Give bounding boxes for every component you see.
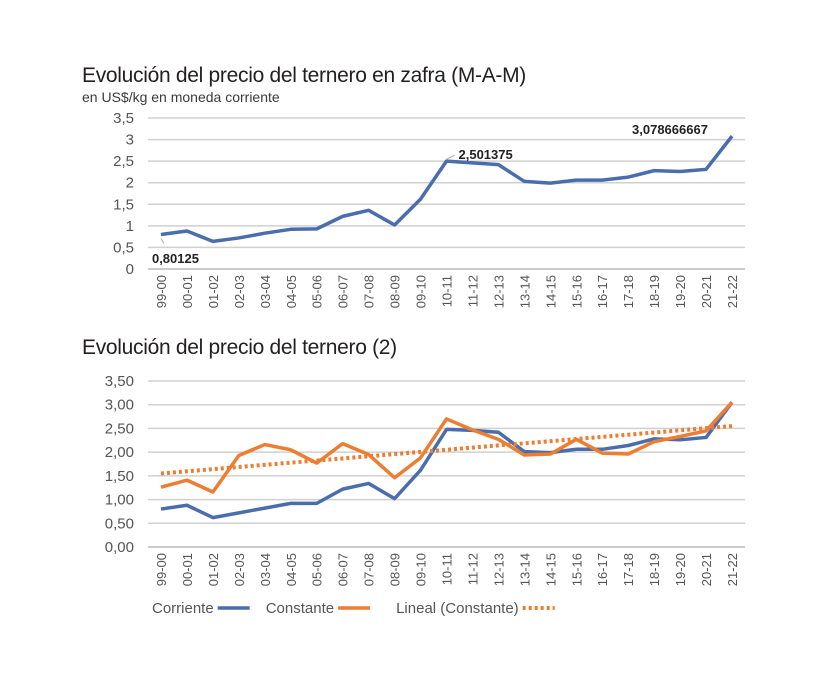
x-tick-label: 08-09: [388, 553, 403, 586]
x-tick-label: 19-20: [673, 275, 688, 308]
x-tick-label: 11-12: [465, 275, 480, 307]
annotation-leader: [160, 238, 165, 244]
y-tick-label: 3,50: [105, 373, 134, 390]
annotation-label: 3,078666667: [632, 122, 708, 137]
series-line-constante: [160, 401, 734, 494]
x-tick-label: 06-07: [336, 553, 351, 586]
x-tick-label: 09-10: [414, 275, 429, 308]
series-line-corriente: [160, 135, 734, 244]
legend-label: Constante: [266, 600, 334, 617]
x-tick-label: 06-07: [336, 275, 351, 308]
x-tick-label: 05-06: [310, 275, 325, 308]
legend-label: Lineal (Constante): [396, 600, 519, 617]
x-tick-label: 18-19: [647, 275, 662, 308]
x-tick-label: 07-08: [362, 275, 377, 308]
y-tick-label: 1: [126, 218, 134, 235]
y-tick-label: 2,50: [105, 420, 134, 437]
annotation-label: 0,80125: [152, 251, 199, 266]
x-tick-label: 14-15: [543, 553, 558, 586]
y-tick-label: 2,5: [113, 153, 134, 170]
x-tick-label: 14-15: [543, 275, 558, 308]
annotation-leader: [446, 154, 455, 160]
y-tick-label: 2: [126, 175, 134, 192]
x-tick-label: 00-01: [180, 275, 195, 308]
y-tick-label: 1,50: [105, 468, 134, 485]
x-tick-label: 12-13: [491, 275, 506, 308]
x-tick-label: 04-05: [284, 275, 299, 308]
x-tick-label: 16-17: [595, 553, 610, 586]
x-tick-label: 04-05: [284, 553, 299, 586]
y-tick-label: 2,00: [105, 444, 134, 461]
x-tick-label: 99-00: [154, 275, 169, 308]
y-tick-label: 3: [126, 132, 134, 149]
chart2-title: Evolución del precio del ternero (2): [82, 336, 397, 359]
x-tick-label: 15-16: [569, 275, 584, 308]
y-tick-label: 1,5: [113, 196, 134, 213]
annotation-label: 2,501375: [459, 147, 513, 162]
y-tick-label: 1,00: [105, 492, 134, 509]
series-line-lineal-constante-: [160, 424, 733, 476]
x-tick-label: 17-18: [621, 553, 636, 586]
chart1-subtitle: en US$/kg en moneda corriente: [82, 89, 280, 105]
y-tick-label: 0,5: [113, 239, 134, 256]
x-tick-label: 15-16: [569, 553, 584, 586]
y-tick-label: 0: [126, 261, 134, 278]
x-tick-label: 13-14: [517, 553, 532, 586]
x-tick-label: 08-09: [388, 275, 403, 308]
x-tick-label: 21-22: [725, 275, 740, 308]
x-tick-label: 10-11: [440, 553, 455, 585]
x-tick-label: 02-03: [232, 275, 247, 308]
series-line-corriente: [160, 401, 734, 520]
x-tick-label: 13-14: [517, 275, 532, 308]
x-tick-label: 17-18: [621, 275, 636, 308]
x-tick-label: 00-01: [180, 553, 195, 586]
x-tick-label: 01-02: [206, 275, 221, 308]
x-tick-label: 11-12: [465, 553, 480, 585]
x-tick-label: 16-17: [595, 275, 610, 308]
x-tick-label: 12-13: [491, 553, 506, 586]
x-tick-label: 03-04: [258, 275, 273, 308]
x-tick-label: 01-02: [206, 553, 221, 586]
y-tick-label: 0,50: [105, 515, 134, 532]
chart1-title: Evolución del precio del ternero en zafr…: [82, 64, 526, 87]
x-tick-label: 02-03: [232, 553, 247, 586]
legend-label: Corriente: [152, 600, 214, 617]
x-tick-label: 10-11: [440, 275, 455, 307]
y-tick-label: 0,00: [105, 539, 134, 556]
x-tick-label: 05-06: [310, 553, 325, 586]
x-tick-label: 07-08: [362, 553, 377, 586]
x-tick-label: 03-04: [258, 553, 273, 586]
x-tick-label: 20-21: [699, 275, 714, 308]
y-tick-label: 3,5: [113, 110, 134, 127]
x-tick-label: 20-21: [699, 553, 714, 586]
y-tick-label: 3,00: [105, 397, 134, 414]
x-tick-label: 19-20: [673, 553, 688, 586]
x-tick-label: 21-22: [725, 553, 740, 586]
x-tick-label: 99-00: [154, 553, 169, 586]
x-tick-label: 09-10: [414, 553, 429, 586]
x-tick-label: 18-19: [647, 553, 662, 586]
